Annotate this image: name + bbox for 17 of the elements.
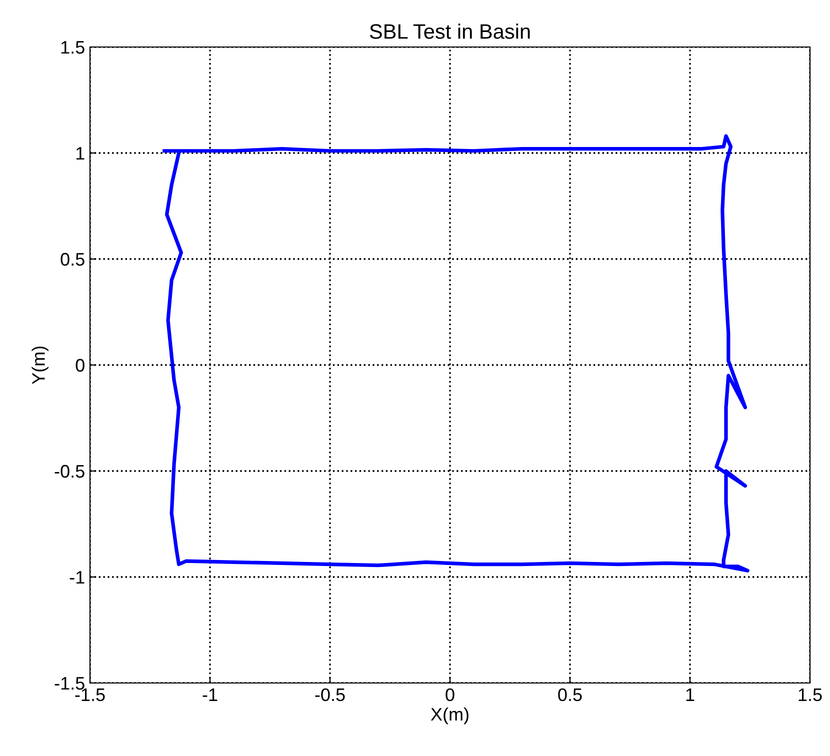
y-tick-label: -1.5 <box>54 677 84 690</box>
x-tick-label: 0 <box>446 688 454 702</box>
y-tick-label: 0.5 <box>60 252 84 266</box>
x-tick-label: 1 <box>686 688 694 701</box>
y-tick-label: 0 <box>76 358 84 372</box>
x-tick-label: 1.5 <box>798 688 822 702</box>
x-tick-label: -1 <box>202 688 218 701</box>
chart-title: SBL Test in Basin <box>370 24 530 39</box>
x-tick-label: 0.5 <box>558 688 582 702</box>
y-tick-label: -0.5 <box>54 464 84 478</box>
y-tick-label: 1 <box>76 147 84 160</box>
y-tick-label: -1 <box>70 571 84 584</box>
line-series <box>162 134 750 572</box>
y-axis-title: Y(m) <box>32 346 48 384</box>
x-axis-title: X(m) <box>430 707 468 724</box>
y-tick-label: 1.5 <box>61 41 84 54</box>
x-tick-label: -0.5 <box>315 688 345 702</box>
